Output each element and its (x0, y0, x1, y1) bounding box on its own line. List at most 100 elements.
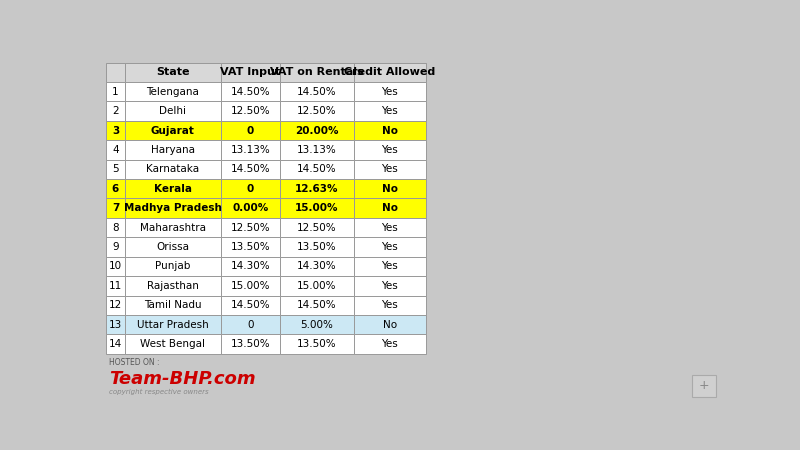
Text: 15.00%: 15.00% (230, 281, 270, 291)
Bar (125, 140, 221, 160)
Text: 14.50%: 14.50% (230, 164, 270, 175)
Text: 5: 5 (112, 164, 119, 175)
Bar (221, 218, 280, 237)
Text: 0: 0 (246, 126, 254, 135)
Text: Yes: Yes (382, 242, 398, 252)
Text: VAT Input: VAT Input (220, 68, 281, 77)
Text: Orissa: Orissa (156, 242, 190, 252)
Text: 12.50%: 12.50% (297, 106, 337, 116)
Text: 12.50%: 12.50% (230, 106, 270, 116)
Bar (280, 82, 354, 101)
Bar (354, 315, 426, 334)
Text: Uttar Pradesh: Uttar Pradesh (137, 320, 209, 329)
Text: 13.13%: 13.13% (230, 145, 270, 155)
Bar (280, 218, 354, 237)
Bar (125, 237, 221, 256)
Text: Rajasthan: Rajasthan (147, 281, 198, 291)
Text: 3: 3 (112, 126, 119, 135)
Text: 14: 14 (109, 339, 122, 349)
Bar (125, 179, 221, 198)
Text: 14.50%: 14.50% (230, 300, 270, 310)
Bar (221, 276, 280, 296)
Text: 8: 8 (112, 223, 119, 233)
Bar (125, 198, 221, 218)
Bar (221, 101, 280, 121)
Text: 0: 0 (247, 320, 254, 329)
Text: Delhi: Delhi (159, 106, 186, 116)
Text: +: + (698, 379, 709, 392)
Text: 11: 11 (109, 281, 122, 291)
Bar (354, 63, 426, 82)
Bar (221, 198, 280, 218)
Bar (354, 334, 426, 354)
Text: No: No (382, 184, 398, 194)
Bar (221, 63, 280, 82)
Text: 13: 13 (109, 320, 122, 329)
Text: Yes: Yes (382, 87, 398, 97)
Text: 14.50%: 14.50% (230, 87, 270, 97)
Bar (221, 256, 280, 276)
Bar (106, 334, 125, 354)
Text: 13.50%: 13.50% (230, 242, 270, 252)
Bar (280, 101, 354, 121)
Text: Team-BHP.com: Team-BHP.com (110, 369, 256, 387)
Bar (354, 140, 426, 160)
Text: Yes: Yes (382, 339, 398, 349)
Text: 14.30%: 14.30% (297, 261, 337, 271)
Bar (280, 237, 354, 256)
Text: No: No (382, 320, 397, 329)
Bar (221, 315, 280, 334)
Text: 0: 0 (246, 184, 254, 194)
Bar (221, 121, 280, 140)
Bar (280, 121, 354, 140)
Bar (280, 334, 354, 354)
Bar (106, 296, 125, 315)
Text: 10: 10 (109, 261, 122, 271)
Bar (106, 276, 125, 296)
Bar (221, 237, 280, 256)
Text: Yes: Yes (382, 281, 398, 291)
Bar (125, 315, 221, 334)
Text: Yes: Yes (382, 261, 398, 271)
Text: 14.50%: 14.50% (297, 87, 337, 97)
Text: copyright respective owners: copyright respective owners (110, 389, 209, 395)
Bar (221, 160, 280, 179)
Text: State: State (156, 68, 190, 77)
Bar (125, 63, 221, 82)
Bar (280, 296, 354, 315)
Bar (280, 63, 354, 82)
Text: Kerala: Kerala (154, 184, 192, 194)
Bar (280, 179, 354, 198)
Bar (354, 160, 426, 179)
Text: Karnataka: Karnataka (146, 164, 199, 175)
Text: Credit Allowed: Credit Allowed (344, 68, 435, 77)
Bar (221, 296, 280, 315)
Bar (354, 218, 426, 237)
Bar (125, 334, 221, 354)
Text: Yes: Yes (382, 164, 398, 175)
Text: 7: 7 (112, 203, 119, 213)
Bar (280, 198, 354, 218)
Text: Yes: Yes (382, 106, 398, 116)
Bar (125, 218, 221, 237)
Bar (280, 140, 354, 160)
Text: Maharashtra: Maharashtra (140, 223, 206, 233)
Text: 14.50%: 14.50% (297, 300, 337, 310)
Text: Telengana: Telengana (146, 87, 199, 97)
Text: 13.50%: 13.50% (297, 242, 337, 252)
Bar (692, 374, 716, 397)
Text: No: No (382, 203, 398, 213)
Text: Yes: Yes (382, 300, 398, 310)
Text: 14.30%: 14.30% (230, 261, 270, 271)
Text: Madhya Pradesh: Madhya Pradesh (124, 203, 222, 213)
Bar (106, 198, 125, 218)
Bar (354, 276, 426, 296)
Bar (106, 218, 125, 237)
Text: 20.00%: 20.00% (295, 126, 338, 135)
Bar (354, 101, 426, 121)
Bar (106, 237, 125, 256)
Bar (125, 276, 221, 296)
Bar (221, 334, 280, 354)
Bar (106, 256, 125, 276)
Bar (106, 160, 125, 179)
